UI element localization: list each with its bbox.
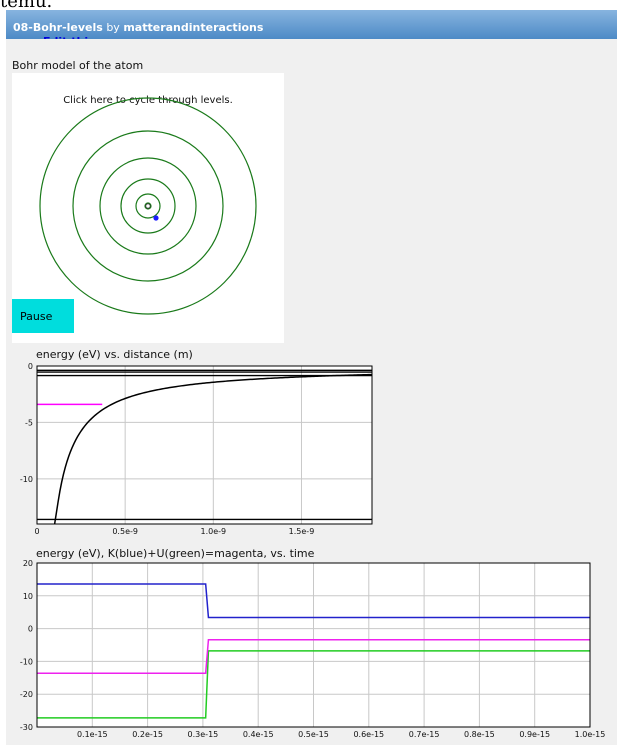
x-tick-label: 0.7e-15 xyxy=(409,730,440,739)
energy-vs-distance-graph: 0 0.5e-9 1.0e-9 1.5e-9 0 -5 -10 xyxy=(20,362,373,536)
x-tick-label: 1.0e-15 xyxy=(575,730,606,739)
y-tick-label: 0 xyxy=(28,362,33,371)
x-tick-label: 1.0e-9 xyxy=(201,527,227,536)
x-tick-label: 0.8e-15 xyxy=(464,730,495,739)
series-line xyxy=(53,373,373,525)
atom-drawing xyxy=(39,97,257,315)
orbit-ring xyxy=(72,130,224,282)
electron xyxy=(153,215,159,221)
program-header: 08-Bohr-levels by matterandinteractions … xyxy=(6,10,617,48)
program-name[interactable]: 08-Bohr-levels xyxy=(13,21,103,34)
x-tick-label: 0.2e-15 xyxy=(132,730,163,739)
program-title: 08-Bohr-levels by matterandinteractions xyxy=(13,21,263,34)
scene-title: Bohr model of the atom xyxy=(12,59,144,72)
orbit-ring xyxy=(39,97,257,315)
x-tick-label: 0.5e-15 xyxy=(298,730,329,739)
series-line xyxy=(37,650,590,719)
x-tick-label: 0.1e-15 xyxy=(77,730,108,739)
by-text: by xyxy=(102,21,124,34)
x-tick-label: 0 xyxy=(34,527,39,536)
x-tick-label: 0.5e-9 xyxy=(112,527,138,536)
x-tick-label: 0.3e-15 xyxy=(188,730,219,739)
graph1-title: energy (eV) vs. distance (m) xyxy=(36,348,193,361)
bohr-scene-canvas[interactable]: Click here to cycle through levels. Paus… xyxy=(12,73,284,343)
orbit-ring xyxy=(144,202,152,210)
plot-area xyxy=(37,366,372,524)
pause-button[interactable]: Pause xyxy=(12,299,74,333)
nucleus xyxy=(145,203,151,209)
y-tick-label: -30 xyxy=(20,723,33,732)
plot-frame xyxy=(36,365,373,525)
y-tick-label: -10 xyxy=(20,657,33,666)
orbit-ring xyxy=(99,157,197,255)
graph2-title: energy (eV), K(blue)+U(green)=magenta, v… xyxy=(36,547,315,560)
plot-frame xyxy=(36,562,591,728)
x-tick-label: 0.4e-15 xyxy=(243,730,274,739)
x-tick-label: 1.5e-9 xyxy=(289,527,315,536)
y-tick-label: -5 xyxy=(25,418,33,427)
y-tick-label: -20 xyxy=(20,690,33,699)
y-tick-label: -10 xyxy=(20,475,33,484)
series-line xyxy=(37,583,590,619)
series-line xyxy=(37,639,590,674)
y-tick-label: 20 xyxy=(23,559,33,568)
orbit-ring xyxy=(135,193,161,219)
author-name[interactable]: matterandinteractions xyxy=(123,21,264,34)
y-tick-label: 0 xyxy=(28,625,33,634)
orbit-ring xyxy=(120,178,176,234)
clipped-page-text: temu. xyxy=(0,0,617,12)
x-tick-label: 0.6e-15 xyxy=(353,730,384,739)
scene-hint-text: Click here to cycle through levels. xyxy=(63,95,233,106)
program-output: Bohr model of the atom Click here to cyc… xyxy=(6,39,617,745)
y-tick-label: 10 xyxy=(23,592,33,601)
energy-vs-time-graph: 0.1e-15 0.2e-15 0.3e-15 0.4e-15 0.5e-15 0.6e-… xyxy=(20,559,606,739)
x-tick-label: 0.9e-15 xyxy=(519,730,550,739)
